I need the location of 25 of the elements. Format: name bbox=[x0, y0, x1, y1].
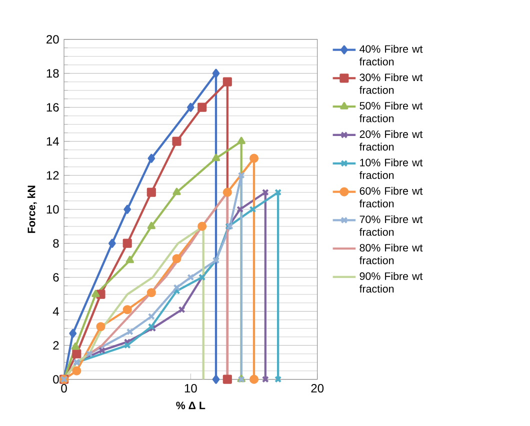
x-tick-label: 20 bbox=[311, 384, 324, 393]
legend-label: 60% Fibre wt fraction bbox=[359, 186, 423, 208]
y-tick-label: 2 bbox=[53, 341, 59, 350]
y-tick-label: 4 bbox=[52, 307, 59, 316]
y-axis-title: Force, kN bbox=[27, 186, 37, 233]
x-axis-title: % Δ L bbox=[176, 402, 206, 410]
x-tick-label: 0 bbox=[61, 384, 67, 393]
y-tick-label: 0 bbox=[53, 375, 59, 384]
legend-label: 20% Fibre wt fraction bbox=[359, 130, 423, 151]
legend-label: 40% Fibre wt fraction bbox=[359, 44, 423, 66]
legend-label: 50% Fibre wt fraction bbox=[359, 102, 423, 122]
y-tick-label: 16 bbox=[46, 103, 59, 112]
y-tick-label: 12 bbox=[46, 171, 59, 180]
legend-label: 30% Fibre wt fraction bbox=[359, 73, 423, 94]
y-tick-label: 20 bbox=[46, 35, 59, 44]
y-tick-label: 6 bbox=[53, 273, 59, 282]
y-tick-label: 8 bbox=[53, 239, 59, 248]
legend-label: 90% Fibre wt fraction bbox=[359, 272, 423, 293]
y-tick-label: 14 bbox=[46, 137, 59, 146]
x-tick-label: 10 bbox=[184, 384, 197, 393]
legend-label: 70% Fibre wt fraction bbox=[359, 215, 423, 236]
legend-label: 80% Fibre wt fraction bbox=[359, 244, 423, 264]
y-tick-label: 10 bbox=[46, 205, 59, 214]
y-tick-label: 18 bbox=[46, 69, 59, 78]
legend-label: 10% Fibre wt fraction bbox=[359, 158, 423, 180]
